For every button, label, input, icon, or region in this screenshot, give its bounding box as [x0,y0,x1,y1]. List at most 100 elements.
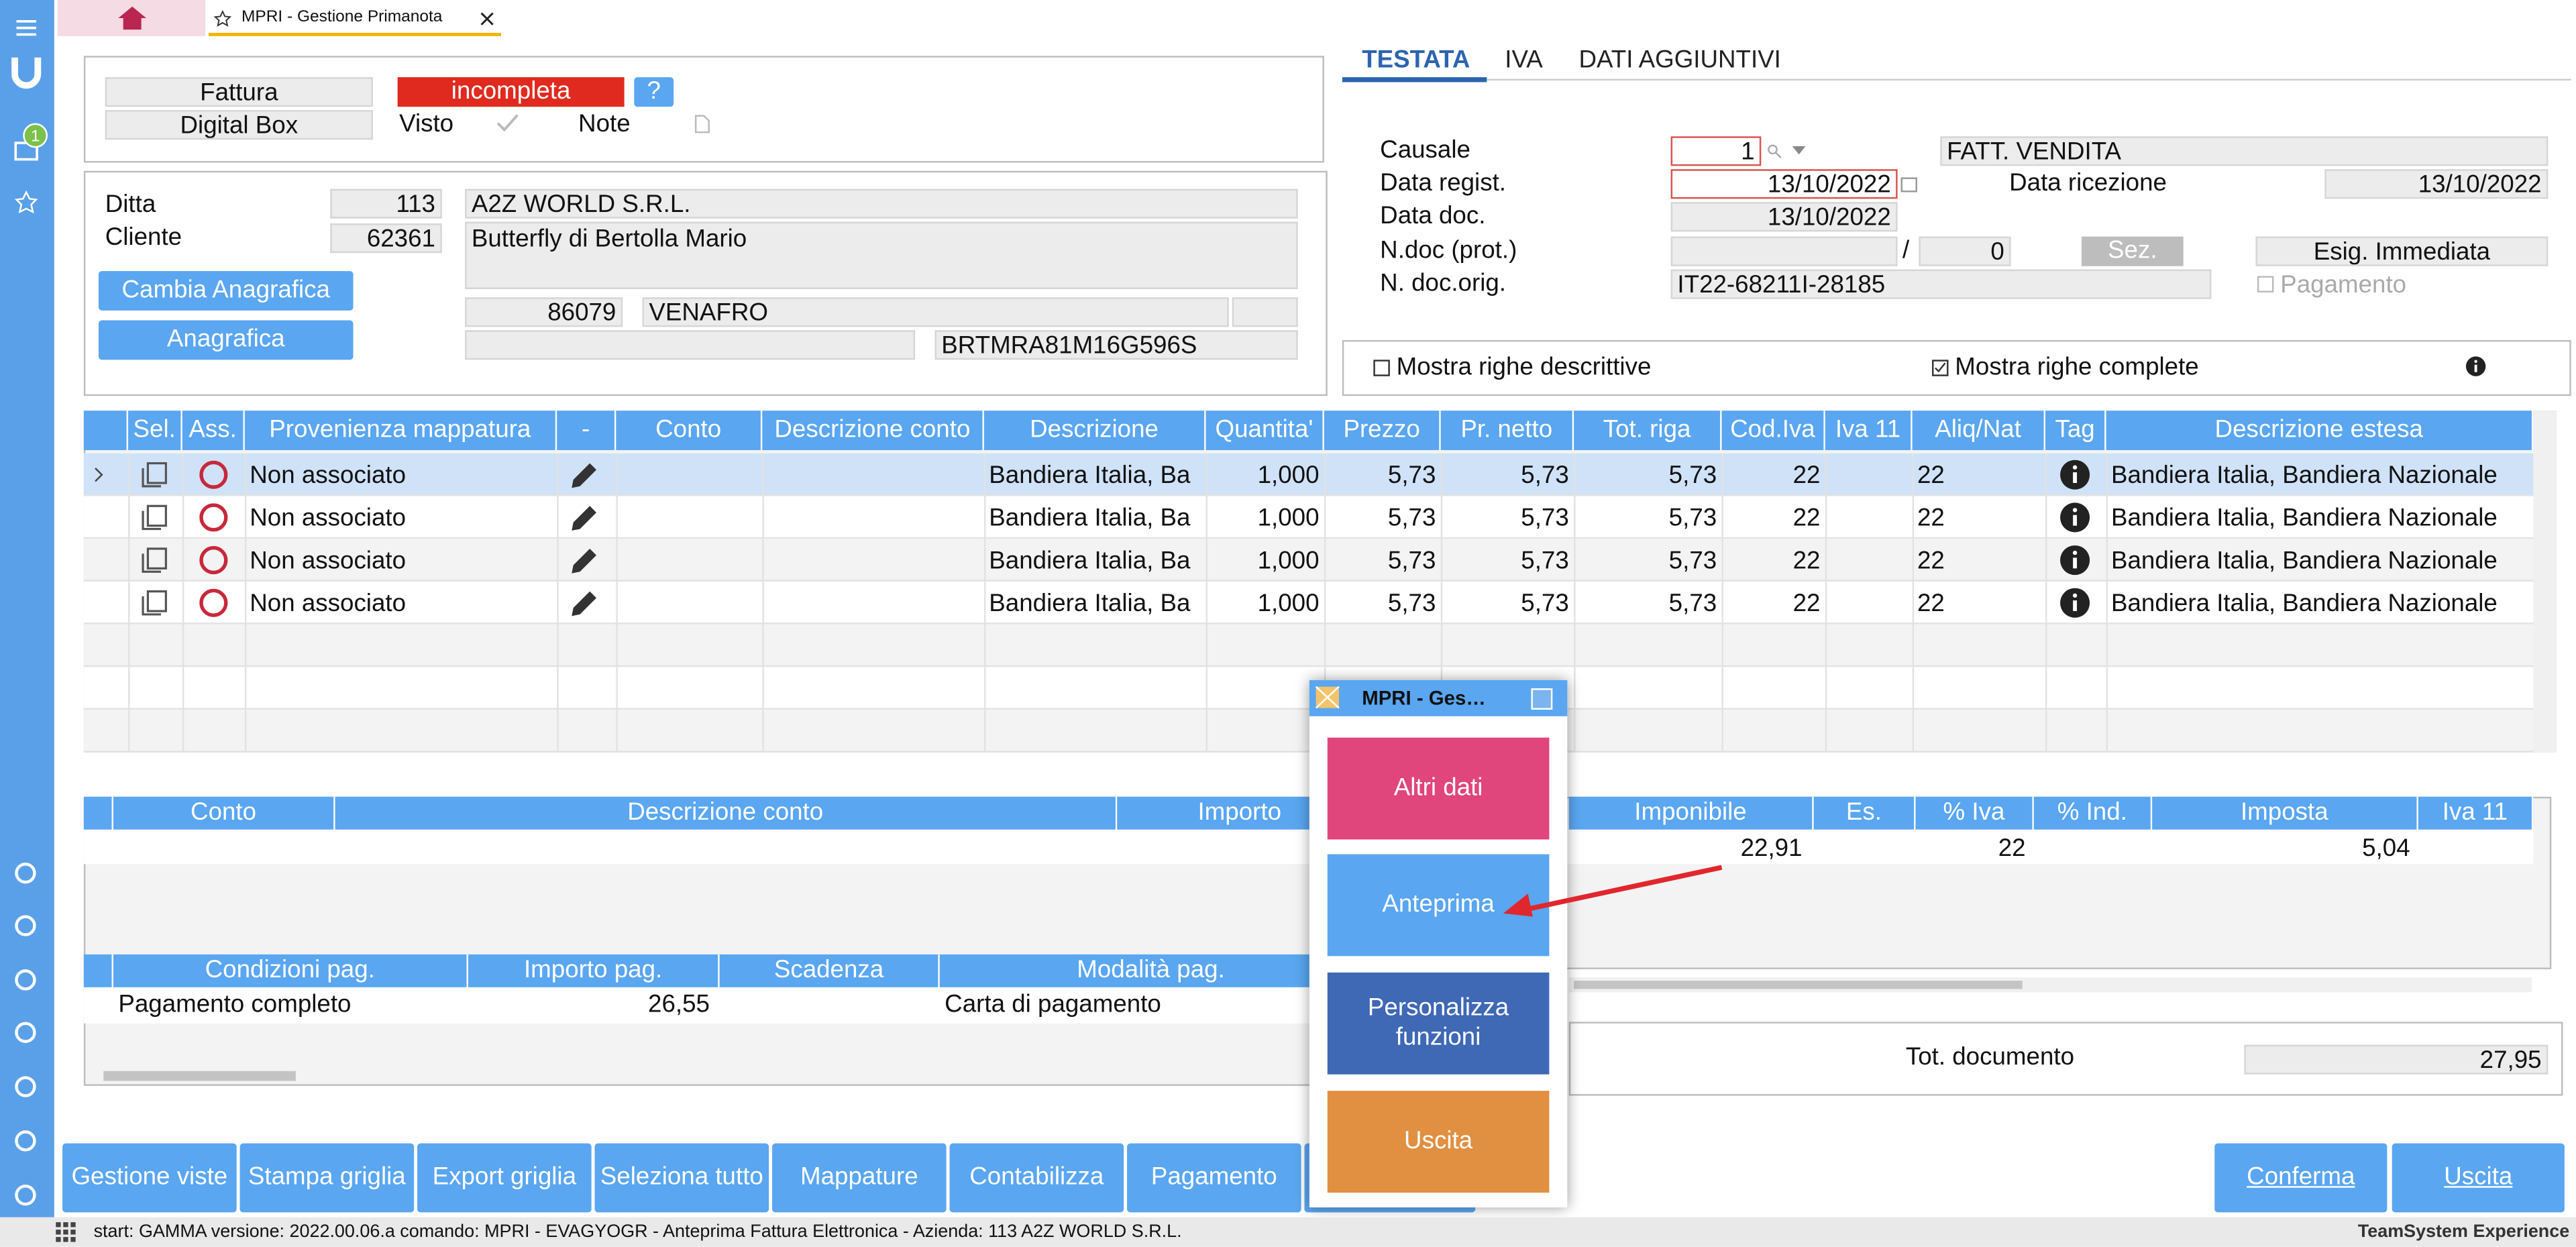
popup-icon [1316,687,1339,708]
grid-cell-border [1913,539,1914,582]
grid-header: Prezzo [1324,411,1441,450]
iva-cell: 22,91 [1569,833,1803,866]
section-tab-active[interactable]: TESTATA [1362,44,1493,77]
grid-cell-border [1722,453,1723,496]
grid-cell-border [1825,667,1827,710]
exit-button[interactable]: Uscita [2392,1144,2565,1213]
grid-cell-border [1913,625,1914,667]
toolbar-button[interactable]: Export griglia [417,1144,592,1213]
info-icon [2060,588,2090,618]
grid-cell-border [2106,667,2108,710]
grid-row [84,625,2533,667]
grid-header: Descrizione [984,411,1206,450]
grid-cell-border [762,539,763,582]
copy-icon [142,547,168,574]
grid-cell: 5,73 [1329,544,1436,580]
edit-icon [568,545,600,577]
grid-cell-border [1441,539,1442,582]
sidebar-icon [15,863,36,884]
grid-header: Tot. riga [1574,411,1721,450]
copy-icon [142,462,168,488]
sidebar-icon [15,1130,36,1152]
sez-button[interactable]: Sez. [2082,237,2184,266]
grid-cell-border [2045,582,2047,625]
ndoc-num: 0 [1919,237,2010,266]
grid-cell: 22 [1727,544,1821,580]
extra-field [1232,297,1298,327]
cliente-name: Butterfly di Bertolla Mario [465,222,1298,289]
grid-cell-border [1825,710,1827,753]
toolbar-button[interactable]: Stampa griglia [240,1144,415,1213]
data-regist: 13/10/2022 [1671,169,1898,199]
toolbar-button[interactable]: Seleziona tutto [595,1144,769,1213]
popup-button[interactable]: Uscita [1328,1091,1550,1193]
tab-title: MPRI - Gestione Primanota [241,3,472,33]
grid-cell: 1,000 [1211,458,1320,494]
grid-header: Descrizione estesa [2106,411,2534,450]
grid-cell-border [1574,710,1575,753]
grid-cell-border [762,667,763,710]
grid-cell: 22 [1917,544,2041,580]
grid-cell: 5,73 [1329,586,1436,622]
toolbar-button[interactable]: Mappature [772,1144,947,1213]
grid-cell-border [1825,539,1827,582]
popup-title: MPRI - Ges… [1362,680,1526,716]
grid-cell-border [2045,625,2047,667]
esig: Esig. Immediata [2255,237,2548,266]
popup-close[interactable] [1531,688,1552,710]
red-arrow [1503,863,1727,918]
grid-cell-border [1206,667,1208,710]
note-icon [695,115,710,133]
grid-cell: Bandiera Italia, Ba [989,544,1201,580]
tab-underline [1342,77,1487,82]
grid-cell-border [128,539,129,582]
edit-icon [568,588,600,620]
pag-header: Importo pag. [468,955,720,987]
iva-header: Iva 11 [2418,797,2533,830]
anagrafica-button[interactable]: Anagrafica [99,321,354,360]
toolbar-button[interactable]: Contabilizza [950,1144,1124,1213]
pag-cell: Carta di pagamento [945,989,1306,1022]
grid-cell: Non associato [250,458,552,494]
confirm-button[interactable]: Conferma [2214,1144,2387,1213]
grid-cell-border [1324,453,1326,496]
grid-cell-border [128,667,129,710]
grid-cell-border [128,453,129,496]
grid-cell-border [1574,625,1575,667]
grid-cell-border [1913,667,1914,710]
iva-header: Imposta [2152,797,2418,830]
grid-cell-border [1825,582,1827,625]
info-icon [2060,460,2090,490]
pag-header: Condizioni pag. [113,955,468,987]
field-label: N. doc.orig. [1380,268,1659,301]
grid-cell-border [2045,453,2047,496]
cf: BRTMRA81M16G596S [934,330,1297,360]
grid-cell-border [984,582,985,625]
cambia-anagrafica-button[interactable]: Cambia Anagrafica [99,271,354,311]
popup-button[interactable]: Personalizza funzioni [1328,973,1550,1075]
grid-cell-border [616,496,617,539]
tab-rule [1487,79,2571,80]
section-tab[interactable]: DATI AGGIUNTIVI [1578,44,1809,77]
grid-icon [56,1222,75,1242]
grid-cell-border [557,582,558,625]
section-tab[interactable]: IVA [1505,44,1570,77]
toolbar-button[interactable]: Gestione viste [62,1144,237,1213]
grid-cell-border [182,496,184,539]
grid-cell: 5,73 [1329,501,1436,537]
conti-header-corner [84,797,113,830]
toolbar-button[interactable]: Pagamento [1127,1144,1301,1213]
grid-cell-border [1206,582,1208,625]
popup-button[interactable]: Altri dati [1328,738,1550,840]
grid-cell: 22 [1727,586,1821,622]
grid-header: Aliq/Nat [1913,411,2045,450]
grid-cell: 1,000 [1211,544,1320,580]
grid-cell-border [1722,667,1723,710]
grid-cell-border [182,582,184,625]
info-icon [2466,356,2485,376]
brand: TeamSystem Experience [2300,1217,2570,1247]
grid-cell-border [762,710,763,753]
menu-icon [16,19,36,36]
help-button[interactable]: ? [634,77,674,107]
